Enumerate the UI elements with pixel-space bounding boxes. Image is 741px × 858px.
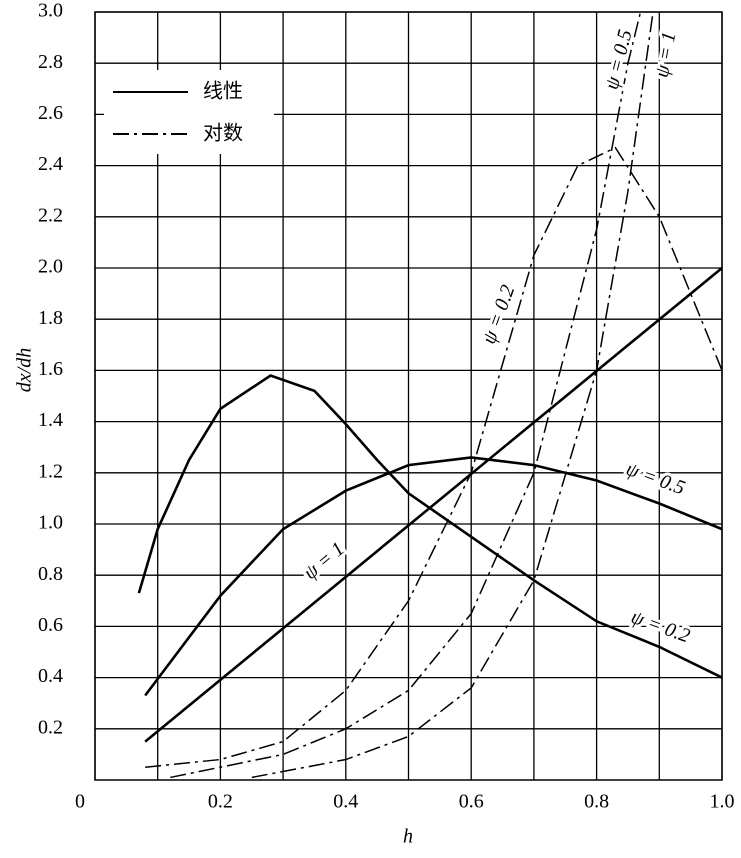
legend-label: 对数 bbox=[203, 121, 243, 145]
y-tick-label: 1.8 bbox=[38, 307, 63, 329]
curve bbox=[251, 11, 654, 779]
y-tick-label: 1.6 bbox=[38, 358, 63, 380]
y-tick-label: 1.4 bbox=[38, 409, 63, 431]
curve-label: ψ = 1 bbox=[299, 538, 348, 584]
curve bbox=[144, 456, 723, 697]
curve bbox=[145, 146, 723, 768]
y-axis-label: dx/dh bbox=[14, 348, 36, 392]
y-tick-label: 1.2 bbox=[38, 460, 63, 482]
curve-label: ψ = 1 bbox=[651, 30, 681, 79]
x-tick-label: 0.8 bbox=[584, 791, 609, 813]
y-tick-label: 0.4 bbox=[38, 665, 63, 687]
y-tick-label: 2.2 bbox=[38, 204, 63, 226]
curve bbox=[144, 266, 723, 743]
y-tick-label: 2.6 bbox=[38, 102, 63, 124]
x-tick-label: 1.0 bbox=[710, 791, 735, 813]
curve bbox=[170, 11, 642, 779]
y-tick-label: 1.0 bbox=[38, 512, 63, 534]
y-tick-label: 2.0 bbox=[38, 256, 63, 278]
x-tick-label: 0 bbox=[75, 791, 85, 813]
y-tick-label: 2.4 bbox=[38, 153, 63, 175]
x-tick-label: 0.2 bbox=[208, 791, 233, 813]
y-tick-label: 2.8 bbox=[38, 51, 63, 73]
legend-label: 线性 bbox=[203, 79, 243, 103]
y-tick-label: 3.0 bbox=[38, 0, 63, 22]
x-axis-label: h bbox=[403, 826, 413, 848]
curve-label: ψ = 0.5 bbox=[601, 27, 637, 91]
x-tick-label: 0.4 bbox=[333, 791, 358, 813]
x-tick-label: 0.6 bbox=[459, 791, 484, 813]
legend-box bbox=[104, 70, 274, 154]
curve bbox=[137, 374, 723, 679]
y-tick-label: 0.2 bbox=[38, 716, 63, 738]
curve-label: ψ = 0.2 bbox=[628, 606, 693, 648]
y-tick-label: 0.8 bbox=[38, 563, 63, 585]
curve-label: ψ = 0.2 bbox=[478, 282, 520, 347]
y-tick-label: 0.6 bbox=[38, 614, 63, 636]
